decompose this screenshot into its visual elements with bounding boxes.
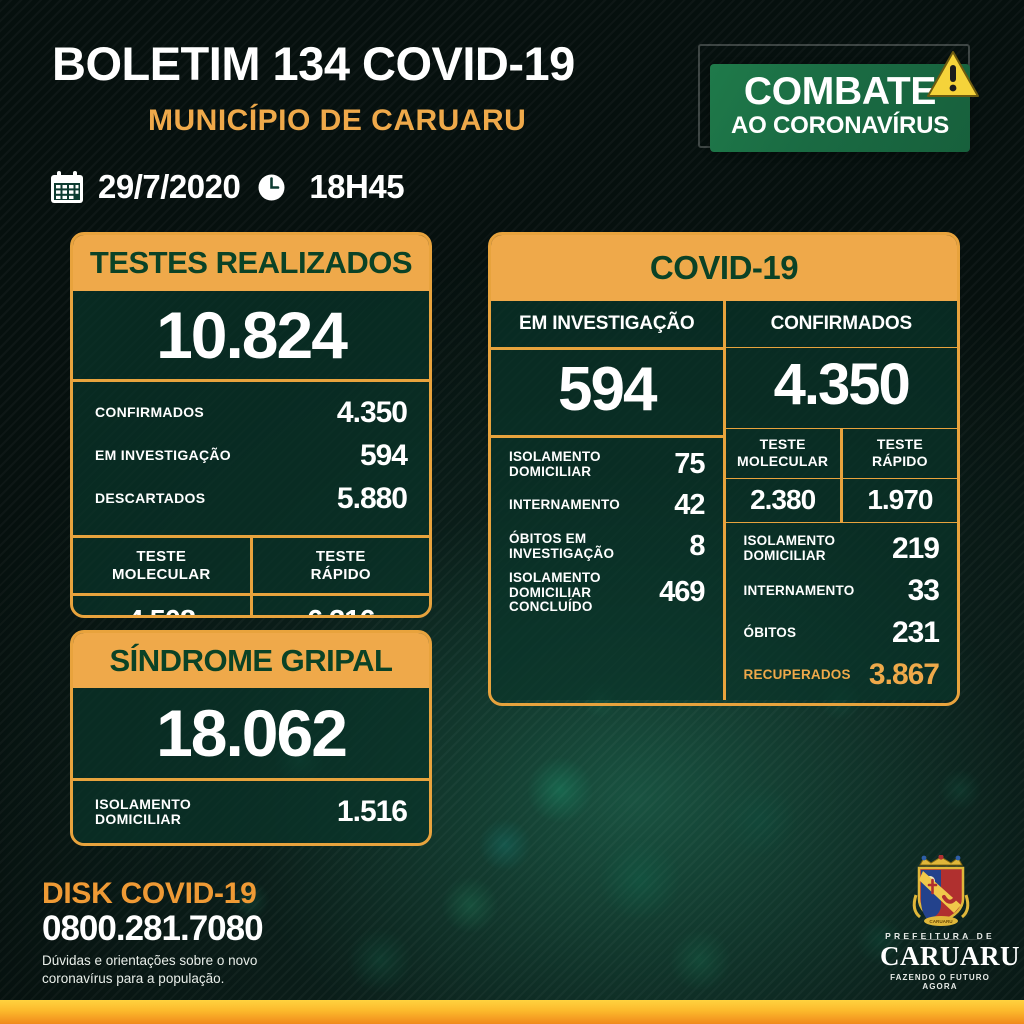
date-time-bar: 29/7/2020 18H45	[50, 168, 405, 206]
card-testes-realizados: TESTES REALIZADOS 10.824 CONFIRMADOS 4.3…	[70, 232, 432, 618]
covid-right-total: 4.350	[773, 352, 911, 418]
row-label: RECUPERADOS	[743, 666, 851, 682]
row-value: 4.350	[336, 396, 408, 429]
testes-subtable-values: 4.508 6.316	[73, 596, 430, 615]
table-row: ISOLAMENTO DOMICILIAR 1.516	[95, 795, 408, 829]
minihead-teste-molecular: TESTE MOLECULAR	[737, 436, 829, 469]
row-value: 594	[359, 439, 408, 472]
sindrome-total-value: 18.062	[156, 696, 348, 770]
teste-rapido-value: 6.316	[253, 596, 430, 615]
covid-teste-molecular-value: 2.380	[750, 483, 816, 515]
row-value: 219	[891, 531, 940, 565]
covid-teste-rapido-value: 1.970	[867, 483, 933, 515]
seal-slogan: FAZENDO O FUTURO AGORA	[890, 973, 990, 991]
warning-triangle-icon	[926, 50, 980, 100]
combate-coronavirus-logo: COMBATE AO CORONAVÍRUS	[690, 36, 980, 156]
prefeitura-caruaru-seal: CARUARU PREFEITURA DE CARUARU FAZENDO O …	[880, 854, 1020, 991]
row-value: 5.880	[336, 482, 408, 515]
table-row: INTERNAMENTO 42	[509, 489, 706, 522]
calendar-icon	[50, 170, 84, 204]
row-label: INTERNAMENTO	[509, 497, 620, 513]
row-value: 469	[659, 576, 705, 609]
row-label: INTERNAMENTO	[743, 582, 855, 598]
row-label: ISOLAMENTO DOMICILIAR	[95, 795, 192, 827]
row-label: ÓBITOS	[743, 624, 797, 640]
disk-covid-block: DISK COVID-19 0800.281.7080 Dúvidas e or…	[42, 877, 264, 988]
covid-mini-table-values: 2.380 1.970	[726, 477, 958, 522]
clock-icon	[258, 174, 285, 201]
row-label: DESCARTADOS	[95, 490, 206, 507]
row-value: 8	[689, 530, 705, 562]
card-covid-19: COVID-19 EM INVESTIGAÇÃO 594 ISOLAMENTO …	[488, 232, 960, 706]
row-label: ISOLAMENTO DOMICILIAR CONCLUÍDO	[509, 570, 601, 615]
row-value: 231	[891, 615, 940, 649]
page-title: BOLETIM 134 COVID-19	[52, 37, 575, 90]
row-label: ÓBITOS EM INVESTIGAÇÃO	[509, 530, 615, 561]
row-value: 33	[907, 573, 940, 607]
covid-mini-table-header: TESTE MOLECULAR TESTE RÁPIDO	[726, 428, 958, 478]
row-value: 42	[674, 489, 705, 521]
logo-line-2: AO CORONAVÍRUS	[730, 112, 950, 139]
logo-line-1: COMBATE	[743, 70, 937, 113]
row-value: 75	[674, 448, 705, 480]
testes-subtable-header: TESTE MOLECULAR TESTE RÁPIDO	[73, 538, 429, 594]
teste-molecular-value: 4.508	[73, 596, 250, 615]
card-testes-title: TESTES REALIZADOS	[73, 235, 429, 291]
subhead-teste-rapido: TESTE RÁPIDO	[310, 548, 371, 583]
row-label: CONFIRMADOS	[95, 404, 205, 421]
table-row-recuperados: RECUPERADOS 3.867	[743, 657, 941, 692]
disk-covid-phone: 0800.281.7080	[42, 908, 264, 948]
disk-covid-note: Dúvidas e orientações sobre o novo coron…	[42, 953, 258, 987]
card-sindrome-gripal: SÍNDROME GRIPAL 18.062 ISOLAMENTO DOMICI…	[70, 630, 432, 846]
covid-right-heading: CONFIRMADOS	[770, 313, 913, 334]
table-row: INTERNAMENTO 33	[743, 573, 941, 608]
bulletin-date: 29/7/2020	[98, 168, 241, 205]
minihead-teste-rapido: TESTE RÁPIDO	[872, 436, 928, 469]
table-row: DESCARTADOS 5.880	[95, 482, 408, 516]
table-row: ISOLAMENTO DOMICILIAR 219	[743, 531, 941, 566]
table-row: ÓBITOS 231	[743, 615, 941, 650]
bottom-accent-bar	[0, 1000, 1024, 1024]
table-row: EM INVESTIGAÇÃO 594	[95, 439, 408, 473]
covid-left-total: 594	[558, 355, 657, 424]
coat-of-arms-icon: CARUARU	[906, 854, 976, 927]
row-label: ISOLAMENTO DOMICILIAR	[743, 533, 836, 563]
testes-total-value: 10.824	[156, 298, 348, 372]
covid-left-heading: EM INVESTIGAÇÃO	[519, 313, 695, 334]
row-label: EM INVESTIGAÇÃO	[95, 447, 231, 464]
table-row: ISOLAMENTO DOMICILIAR CONCLUÍDO 469	[509, 570, 706, 615]
crest-label: CARUARU	[929, 919, 953, 924]
bulletin-time: 18H45	[309, 168, 405, 205]
page-subtitle: MUNICÍPIO DE CARUARU	[148, 104, 527, 137]
table-row: ISOLAMENTO DOMICILIAR 75	[509, 448, 706, 481]
table-row: CONFIRMADOS 4.350	[95, 396, 408, 430]
table-row: ÓBITOS EM INVESTIGAÇÃO 8	[509, 530, 706, 563]
card-sindrome-title: SÍNDROME GRIPAL	[73, 633, 429, 688]
card-covid-title: COVID-19	[491, 235, 957, 301]
covid-column-confirmados: CONFIRMADOS 4.350 TESTE MOLECULAR TESTE …	[725, 301, 958, 700]
subhead-teste-molecular: TESTE MOLECULAR	[111, 548, 211, 583]
row-value: 1.516	[336, 795, 408, 828]
row-value: 3.867	[868, 657, 940, 691]
seal-city-name: CARUARU	[880, 941, 1020, 971]
disk-covid-title: DISK COVID-19	[42, 877, 257, 910]
row-label: ISOLAMENTO DOMICILIAR	[509, 448, 601, 479]
covid-column-em-investigacao: EM INVESTIGAÇÃO 594 ISOLAMENTO DOMICILIA…	[491, 301, 723, 700]
seal-prefeitura-label: PREFEITURA DE	[885, 931, 995, 941]
